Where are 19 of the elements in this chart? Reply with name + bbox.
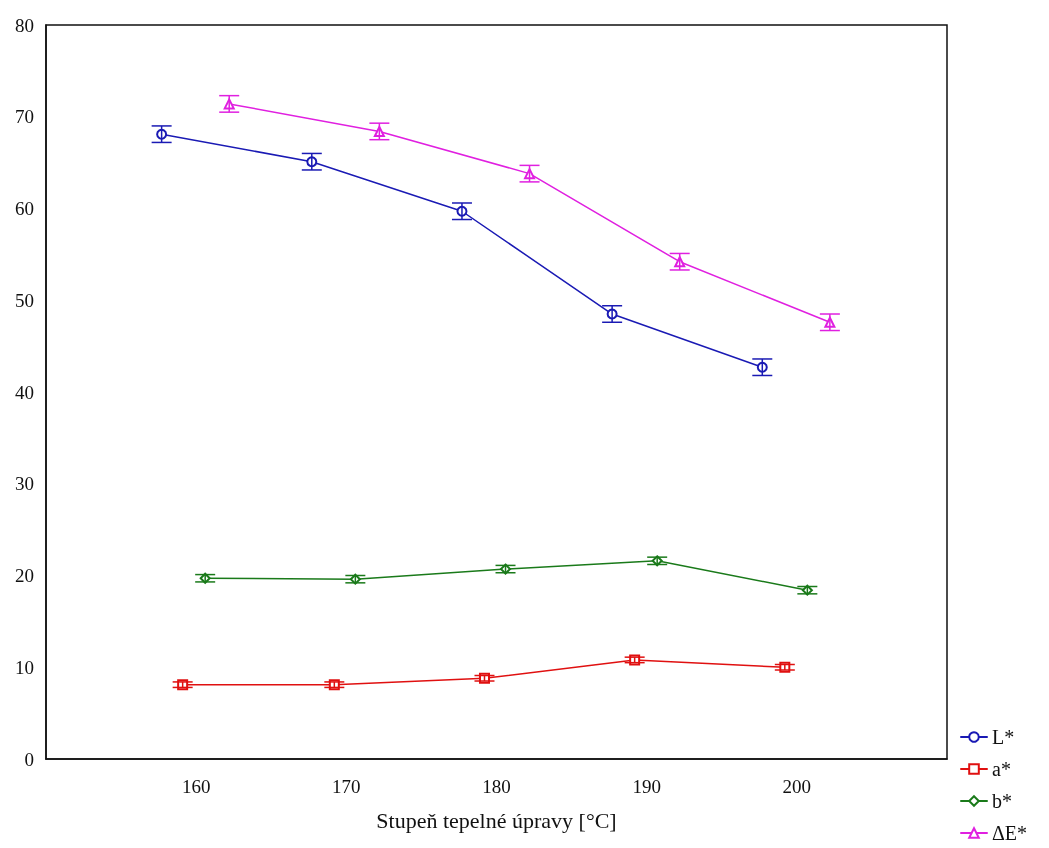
x-tick-label: 190 [632,776,661,797]
x-tick-label: 200 [782,776,812,797]
y-tick-label: 40 [15,381,34,403]
y-tick-label: 0 [24,748,34,770]
x-tick-label: 160 [181,776,211,797]
x-tick-label: 170 [332,776,361,797]
y-tick-label: 80 [15,14,34,36]
y-tick-label: 30 [15,473,34,495]
y-tick-label: 60 [15,198,34,219]
y-tick-label: 70 [15,106,34,128]
legend-label: a* [992,758,1011,780]
legend-label: L* [992,726,1015,748]
y-tick-label: 20 [15,565,34,586]
y-tick-label: 10 [15,656,34,678]
x-axis-title: Stupeň tepelné úpravy [°C] [376,807,617,833]
y-tick-label: 50 [15,289,34,311]
x-tick-label: 180 [482,776,511,797]
legend-label: ΔE* [992,822,1028,844]
legend-label: b* [992,790,1012,812]
